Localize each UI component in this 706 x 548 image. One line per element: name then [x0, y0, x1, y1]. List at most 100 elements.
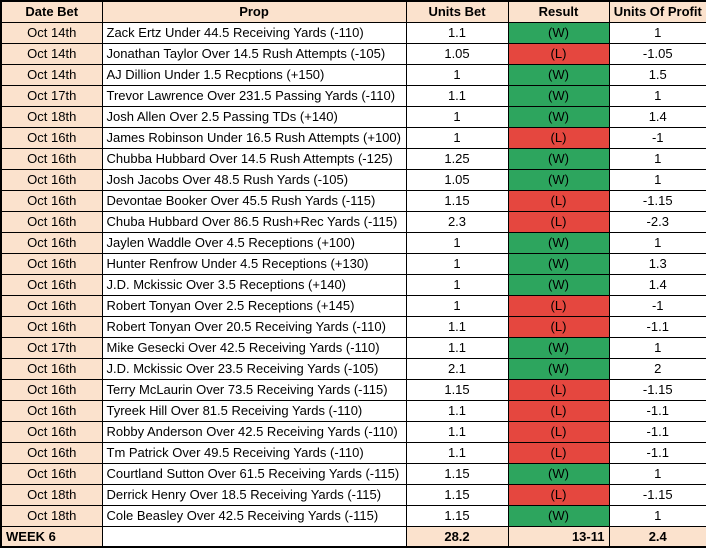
- prop-cell[interactable]: Hunter Renfrow Under 4.5 Receptions (+13…: [101, 252, 407, 275]
- date-bet-cell[interactable]: Oct 16th: [0, 147, 103, 170]
- prop-cell[interactable]: Tyreek Hill Over 81.5 Receiving Yards (-…: [101, 399, 407, 422]
- units-bet-cell[interactable]: 1.05: [405, 42, 509, 65]
- date-bet-cell[interactable]: Oct 16th: [0, 420, 103, 443]
- prop-cell[interactable]: Chuba Hubbard Over 86.5 Rush+Rec Yards (…: [101, 210, 407, 233]
- prop-cell[interactable]: J.D. Mckissic Over 3.5 Receptions (+140): [101, 273, 407, 296]
- result-cell[interactable]: (L): [507, 126, 610, 149]
- result-cell[interactable]: (W): [507, 252, 610, 275]
- units-bet-cell[interactable]: 1.1: [405, 336, 509, 359]
- result-cell[interactable]: (L): [507, 294, 610, 317]
- date-bet-cell[interactable]: Oct 16th: [0, 441, 103, 464]
- result-cell[interactable]: (W): [507, 231, 610, 254]
- total-units-profit[interactable]: 2.4: [608, 525, 706, 548]
- units-bet-cell[interactable]: 1.1: [405, 84, 509, 107]
- result-cell[interactable]: (W): [507, 147, 610, 170]
- win-loss-record[interactable]: 13-11: [507, 525, 610, 548]
- units-of-profit-cell[interactable]: 1: [608, 504, 706, 527]
- units-bet-cell[interactable]: 1.1: [405, 399, 509, 422]
- units-of-profit-cell[interactable]: 1: [608, 84, 706, 107]
- units-bet-cell[interactable]: 1.15: [405, 504, 509, 527]
- prop-cell[interactable]: Cole Beasley Over 42.5 Receiving Yards (…: [101, 504, 407, 527]
- total-units-bet[interactable]: 28.2: [405, 525, 509, 548]
- result-cell[interactable]: (W): [507, 63, 610, 86]
- footer-empty-cell[interactable]: [101, 525, 407, 548]
- result-cell[interactable]: (W): [507, 357, 610, 380]
- units-of-profit-cell[interactable]: 1.5: [608, 63, 706, 86]
- units-of-profit-cell[interactable]: -1.1: [608, 420, 706, 443]
- result-cell[interactable]: (L): [507, 399, 610, 422]
- date-bet-cell[interactable]: Oct 16th: [0, 189, 103, 212]
- prop-cell[interactable]: Jonathan Taylor Over 14.5 Rush Attempts …: [101, 42, 407, 65]
- week-summary-label[interactable]: WEEK 6: [0, 525, 103, 548]
- units-bet-cell[interactable]: 1.15: [405, 483, 509, 506]
- date-bet-cell[interactable]: Oct 16th: [0, 252, 103, 275]
- prop-cell[interactable]: Derrick Henry Over 18.5 Receiving Yards …: [101, 483, 407, 506]
- units-bet-cell[interactable]: 1: [405, 294, 509, 317]
- prop-cell[interactable]: J.D. Mckissic Over 23.5 Receiving Yards …: [101, 357, 407, 380]
- units-bet-cell[interactable]: 1.15: [405, 462, 509, 485]
- result-cell[interactable]: (L): [507, 378, 610, 401]
- date-bet-cell[interactable]: Oct 17th: [0, 336, 103, 359]
- units-of-profit-cell[interactable]: 1.4: [608, 105, 706, 128]
- units-of-profit-cell[interactable]: -1.1: [608, 399, 706, 422]
- date-bet-cell[interactable]: Oct 16th: [0, 210, 103, 233]
- date-bet-cell[interactable]: Oct 16th: [0, 126, 103, 149]
- units-bet-cell[interactable]: 1: [405, 63, 509, 86]
- units-bet-cell[interactable]: 1.1: [405, 420, 509, 443]
- result-cell[interactable]: (L): [507, 315, 610, 338]
- result-cell[interactable]: (W): [507, 462, 610, 485]
- prop-cell[interactable]: AJ Dillion Under 1.5 Recptions (+150): [101, 63, 407, 86]
- date-bet-cell[interactable]: Oct 14th: [0, 42, 103, 65]
- prop-cell[interactable]: Jaylen Waddle Over 4.5 Receptions (+100): [101, 231, 407, 254]
- units-of-profit-cell[interactable]: 1: [608, 168, 706, 191]
- units-bet-cell[interactable]: 1.25: [405, 147, 509, 170]
- result-cell[interactable]: (L): [507, 483, 610, 506]
- date-bet-cell[interactable]: Oct 16th: [0, 294, 103, 317]
- units-bet-cell[interactable]: 1.15: [405, 378, 509, 401]
- units-of-profit-cell[interactable]: -1: [608, 126, 706, 149]
- date-bet-cell[interactable]: Oct 14th: [0, 21, 103, 44]
- prop-cell[interactable]: Robert Tonyan Over 2.5 Receptions (+145): [101, 294, 407, 317]
- prop-cell[interactable]: Devontae Booker Over 45.5 Rush Yards (-1…: [101, 189, 407, 212]
- prop-cell[interactable]: Chubba Hubbard Over 14.5 Rush Attempts (…: [101, 147, 407, 170]
- result-cell[interactable]: (W): [507, 168, 610, 191]
- result-cell[interactable]: (L): [507, 441, 610, 464]
- date-bet-cell[interactable]: Oct 18th: [0, 105, 103, 128]
- units-of-profit-cell[interactable]: -2.3: [608, 210, 706, 233]
- date-bet-cell[interactable]: Oct 17th: [0, 84, 103, 107]
- units-bet-cell[interactable]: 1: [405, 252, 509, 275]
- units-of-profit-cell[interactable]: -1.15: [608, 483, 706, 506]
- date-bet-cell[interactable]: Oct 16th: [0, 273, 103, 296]
- units-of-profit-cell[interactable]: -1: [608, 294, 706, 317]
- units-of-profit-cell[interactable]: 1.3: [608, 252, 706, 275]
- units-bet-cell[interactable]: 2.3: [405, 210, 509, 233]
- date-bet-cell[interactable]: Oct 16th: [0, 231, 103, 254]
- date-bet-cell[interactable]: Oct 18th: [0, 483, 103, 506]
- units-of-profit-cell[interactable]: -1.15: [608, 378, 706, 401]
- units-bet-cell[interactable]: 1.1: [405, 21, 509, 44]
- units-of-profit-cell[interactable]: 1: [608, 336, 706, 359]
- prop-cell[interactable]: Terry McLaurin Over 73.5 Receiving Yards…: [101, 378, 407, 401]
- date-bet-cell[interactable]: Oct 16th: [0, 168, 103, 191]
- date-bet-cell[interactable]: Oct 16th: [0, 315, 103, 338]
- units-of-profit-cell[interactable]: 1: [608, 21, 706, 44]
- result-cell[interactable]: (L): [507, 420, 610, 443]
- result-cell[interactable]: (W): [507, 105, 610, 128]
- prop-cell[interactable]: Tm Patrick Over 49.5 Receiving Yards (-1…: [101, 441, 407, 464]
- units-of-profit-cell[interactable]: 1.4: [608, 273, 706, 296]
- prop-cell[interactable]: Josh Jacobs Over 48.5 Rush Yards (-105): [101, 168, 407, 191]
- prop-cell[interactable]: James Robinson Under 16.5 Rush Attempts …: [101, 126, 407, 149]
- prop-cell[interactable]: Robert Tonyan Over 20.5 Receiving Yards …: [101, 315, 407, 338]
- result-cell[interactable]: (W): [507, 504, 610, 527]
- result-cell[interactable]: (L): [507, 189, 610, 212]
- prop-cell[interactable]: Mike Gesecki Over 42.5 Receiving Yards (…: [101, 336, 407, 359]
- date-bet-cell[interactable]: Oct 18th: [0, 504, 103, 527]
- date-bet-cell[interactable]: Oct 14th: [0, 63, 103, 86]
- result-cell[interactable]: (L): [507, 42, 610, 65]
- units-of-profit-cell[interactable]: 2: [608, 357, 706, 380]
- prop-cell[interactable]: Courtland Sutton Over 61.5 Receiving Yar…: [101, 462, 407, 485]
- units-bet-cell[interactable]: 1.15: [405, 189, 509, 212]
- units-bet-cell[interactable]: 1.1: [405, 315, 509, 338]
- units-bet-cell[interactable]: 1: [405, 126, 509, 149]
- result-cell[interactable]: (W): [507, 21, 610, 44]
